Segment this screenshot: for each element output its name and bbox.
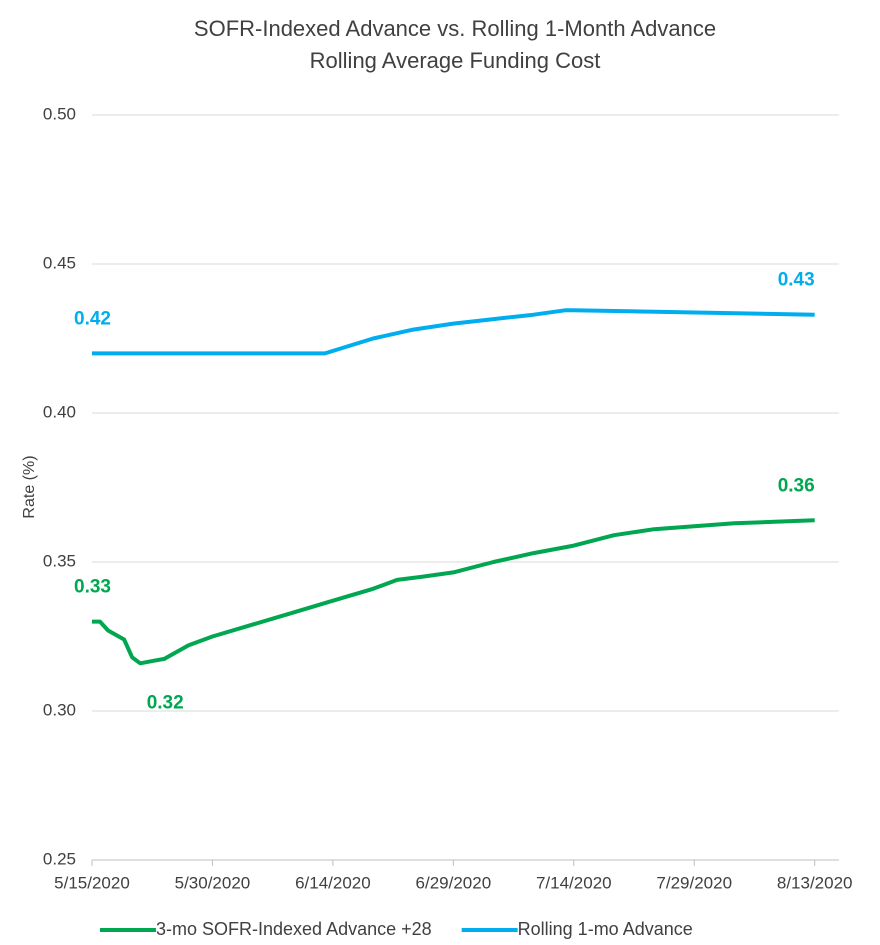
- data-label: 0.36: [778, 475, 815, 496]
- y-tick-label: 0.45: [43, 253, 76, 272]
- data-label: 0.33: [74, 577, 111, 598]
- chart-title: SOFR-Indexed Advance vs. Rolling 1-Month…: [194, 16, 716, 41]
- x-tick-label: 8/13/2020: [777, 873, 853, 892]
- y-tick-label: 0.35: [43, 551, 76, 570]
- legend-label: 3-mo SOFR-Indexed Advance +28: [156, 919, 432, 939]
- data-label: 0.43: [778, 270, 815, 291]
- y-tick-label: 0.25: [43, 849, 76, 868]
- y-tick-label: 0.40: [43, 402, 76, 421]
- series-line: [92, 518, 815, 666]
- x-tick-label: 7/29/2020: [656, 873, 732, 892]
- x-tick-label: 5/30/2020: [175, 873, 251, 892]
- y-tick-label: 0.30: [43, 700, 76, 719]
- data-label: 0.42: [74, 308, 111, 329]
- x-tick-label: 5/15/2020: [54, 873, 130, 892]
- x-tick-label: 6/14/2020: [295, 873, 371, 892]
- chart-subtitle: Rolling Average Funding Cost: [310, 48, 601, 73]
- x-tick-label: 7/14/2020: [536, 873, 612, 892]
- legend-label: Rolling 1-mo Advance: [518, 919, 693, 939]
- y-tick-label: 0.50: [43, 104, 76, 123]
- y-axis-label: Rate (%): [21, 455, 38, 518]
- x-tick-label: 6/29/2020: [416, 873, 492, 892]
- series-line: [92, 308, 815, 356]
- data-label: 0.32: [147, 692, 184, 713]
